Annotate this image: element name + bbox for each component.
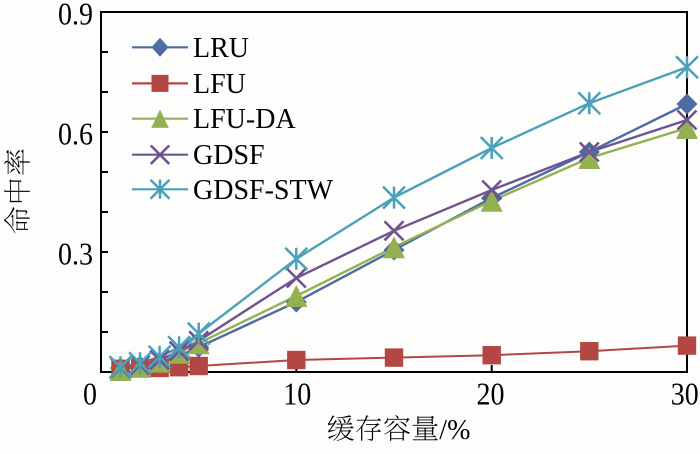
svg-text:/%: /% (439, 415, 470, 446)
svg-text:0: 0 (83, 376, 97, 412)
svg-text:20: 20 (477, 376, 505, 412)
svg-text:LFU-DA: LFU-DA (193, 104, 296, 135)
svg-text:0.3: 0.3 (58, 236, 93, 272)
svg-text:LFU: LFU (193, 69, 246, 100)
svg-text:LRU: LRU (193, 33, 249, 64)
svg-text:0.9: 0.9 (58, 0, 93, 32)
svg-text:30: 30 (671, 376, 699, 412)
svg-text:0.6: 0.6 (58, 116, 93, 152)
svg-text:GDSF-STW: GDSF-STW (193, 175, 334, 206)
svg-text:10: 10 (283, 376, 311, 412)
svg-text:GDSF: GDSF (193, 140, 265, 171)
